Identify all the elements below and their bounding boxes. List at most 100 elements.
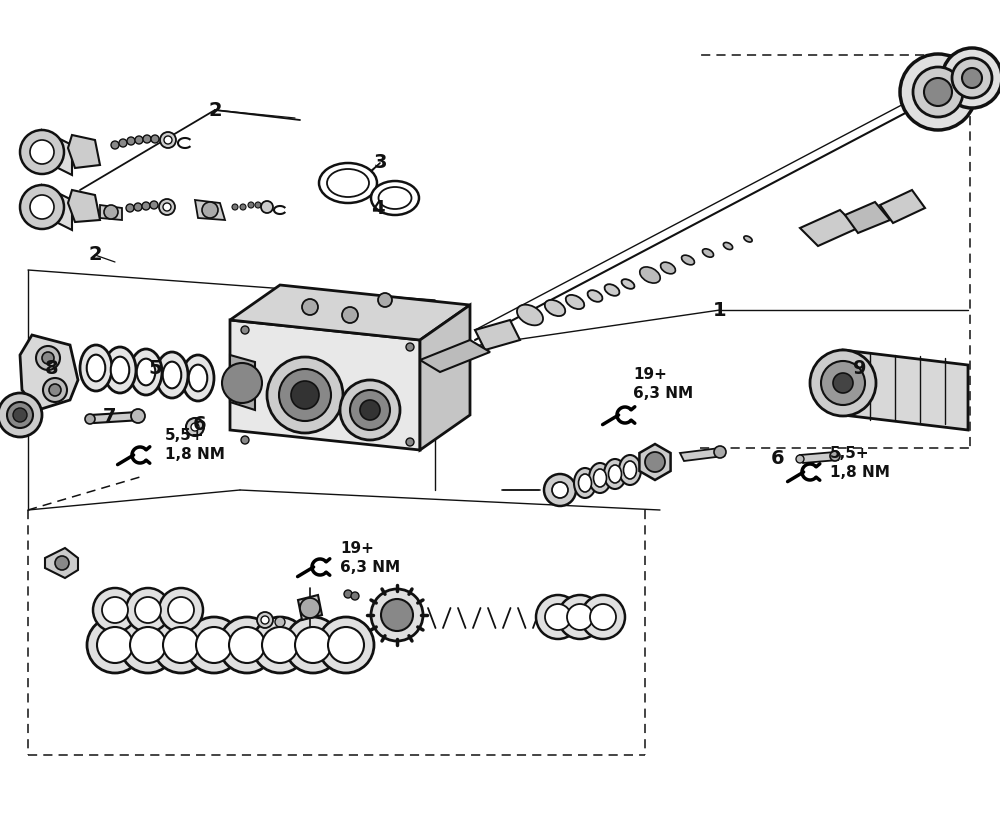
Ellipse shape [130,349,162,395]
Ellipse shape [378,187,412,209]
Circle shape [252,617,308,673]
Circle shape [821,361,865,405]
Polygon shape [68,135,100,168]
Circle shape [810,350,876,416]
Circle shape [186,418,204,436]
Ellipse shape [87,354,105,381]
Circle shape [942,48,1000,108]
Circle shape [275,617,285,627]
Circle shape [285,617,341,673]
Circle shape [544,474,576,506]
Circle shape [291,381,319,409]
Polygon shape [230,355,255,410]
Ellipse shape [640,267,660,283]
Circle shape [93,588,137,632]
Ellipse shape [608,465,622,483]
Ellipse shape [589,463,611,493]
Polygon shape [420,305,470,450]
Circle shape [87,617,143,673]
Polygon shape [420,340,490,372]
Text: 19+
6,3 NM: 19+ 6,3 NM [633,367,693,401]
Circle shape [126,588,170,632]
Polygon shape [843,350,968,430]
Ellipse shape [605,285,619,296]
Ellipse shape [604,459,626,489]
Polygon shape [800,452,838,463]
Ellipse shape [723,242,733,250]
Circle shape [49,384,61,396]
Circle shape [913,67,963,117]
Circle shape [135,597,161,623]
Circle shape [295,627,331,663]
Polygon shape [845,202,890,233]
Circle shape [581,595,625,639]
Circle shape [13,408,27,422]
Circle shape [160,132,176,148]
Text: 6: 6 [193,414,207,433]
Circle shape [232,204,238,210]
Polygon shape [230,320,420,450]
Circle shape [135,136,143,144]
Polygon shape [20,335,78,410]
Polygon shape [42,130,72,175]
Ellipse shape [156,352,188,398]
Text: 19+
6,3 NM: 19+ 6,3 NM [340,541,400,575]
Circle shape [196,627,232,663]
Circle shape [261,201,273,213]
Circle shape [202,202,218,218]
Circle shape [344,590,352,598]
Ellipse shape [702,249,714,257]
Circle shape [85,414,95,424]
Circle shape [952,58,992,98]
Circle shape [120,617,176,673]
Ellipse shape [661,262,675,274]
Circle shape [796,455,804,463]
Text: 5,5+
1,8 NM: 5,5+ 1,8 NM [830,446,890,480]
Circle shape [20,185,64,229]
Circle shape [130,627,166,663]
Text: 5: 5 [148,359,162,378]
Circle shape [126,204,134,212]
Circle shape [714,446,726,458]
Circle shape [378,293,392,307]
Circle shape [97,627,133,663]
Ellipse shape [182,355,214,401]
Polygon shape [880,190,925,223]
Ellipse shape [588,290,602,302]
Circle shape [131,409,145,423]
Circle shape [241,326,249,334]
Ellipse shape [594,469,606,487]
Circle shape [163,203,171,211]
Circle shape [168,597,194,623]
Circle shape [262,627,298,663]
Polygon shape [230,285,470,340]
Circle shape [191,423,199,431]
Circle shape [257,612,273,628]
Ellipse shape [517,305,543,325]
Ellipse shape [319,163,377,203]
Ellipse shape [545,300,565,316]
Ellipse shape [622,280,634,289]
Circle shape [406,438,414,446]
Polygon shape [42,185,72,230]
Text: 6: 6 [771,448,785,468]
Circle shape [833,373,853,393]
Circle shape [261,616,269,624]
Polygon shape [100,205,122,220]
Circle shape [55,556,69,570]
Polygon shape [475,320,520,350]
Ellipse shape [578,474,592,492]
Ellipse shape [566,295,584,310]
Ellipse shape [574,468,596,498]
Polygon shape [800,210,858,246]
Ellipse shape [111,357,129,384]
Circle shape [102,597,128,623]
Circle shape [279,369,331,421]
Text: 8: 8 [45,359,59,378]
Ellipse shape [189,364,207,391]
Circle shape [900,54,976,130]
Circle shape [119,139,127,147]
Circle shape [318,617,374,673]
Text: 1: 1 [713,300,727,319]
Circle shape [163,627,199,663]
